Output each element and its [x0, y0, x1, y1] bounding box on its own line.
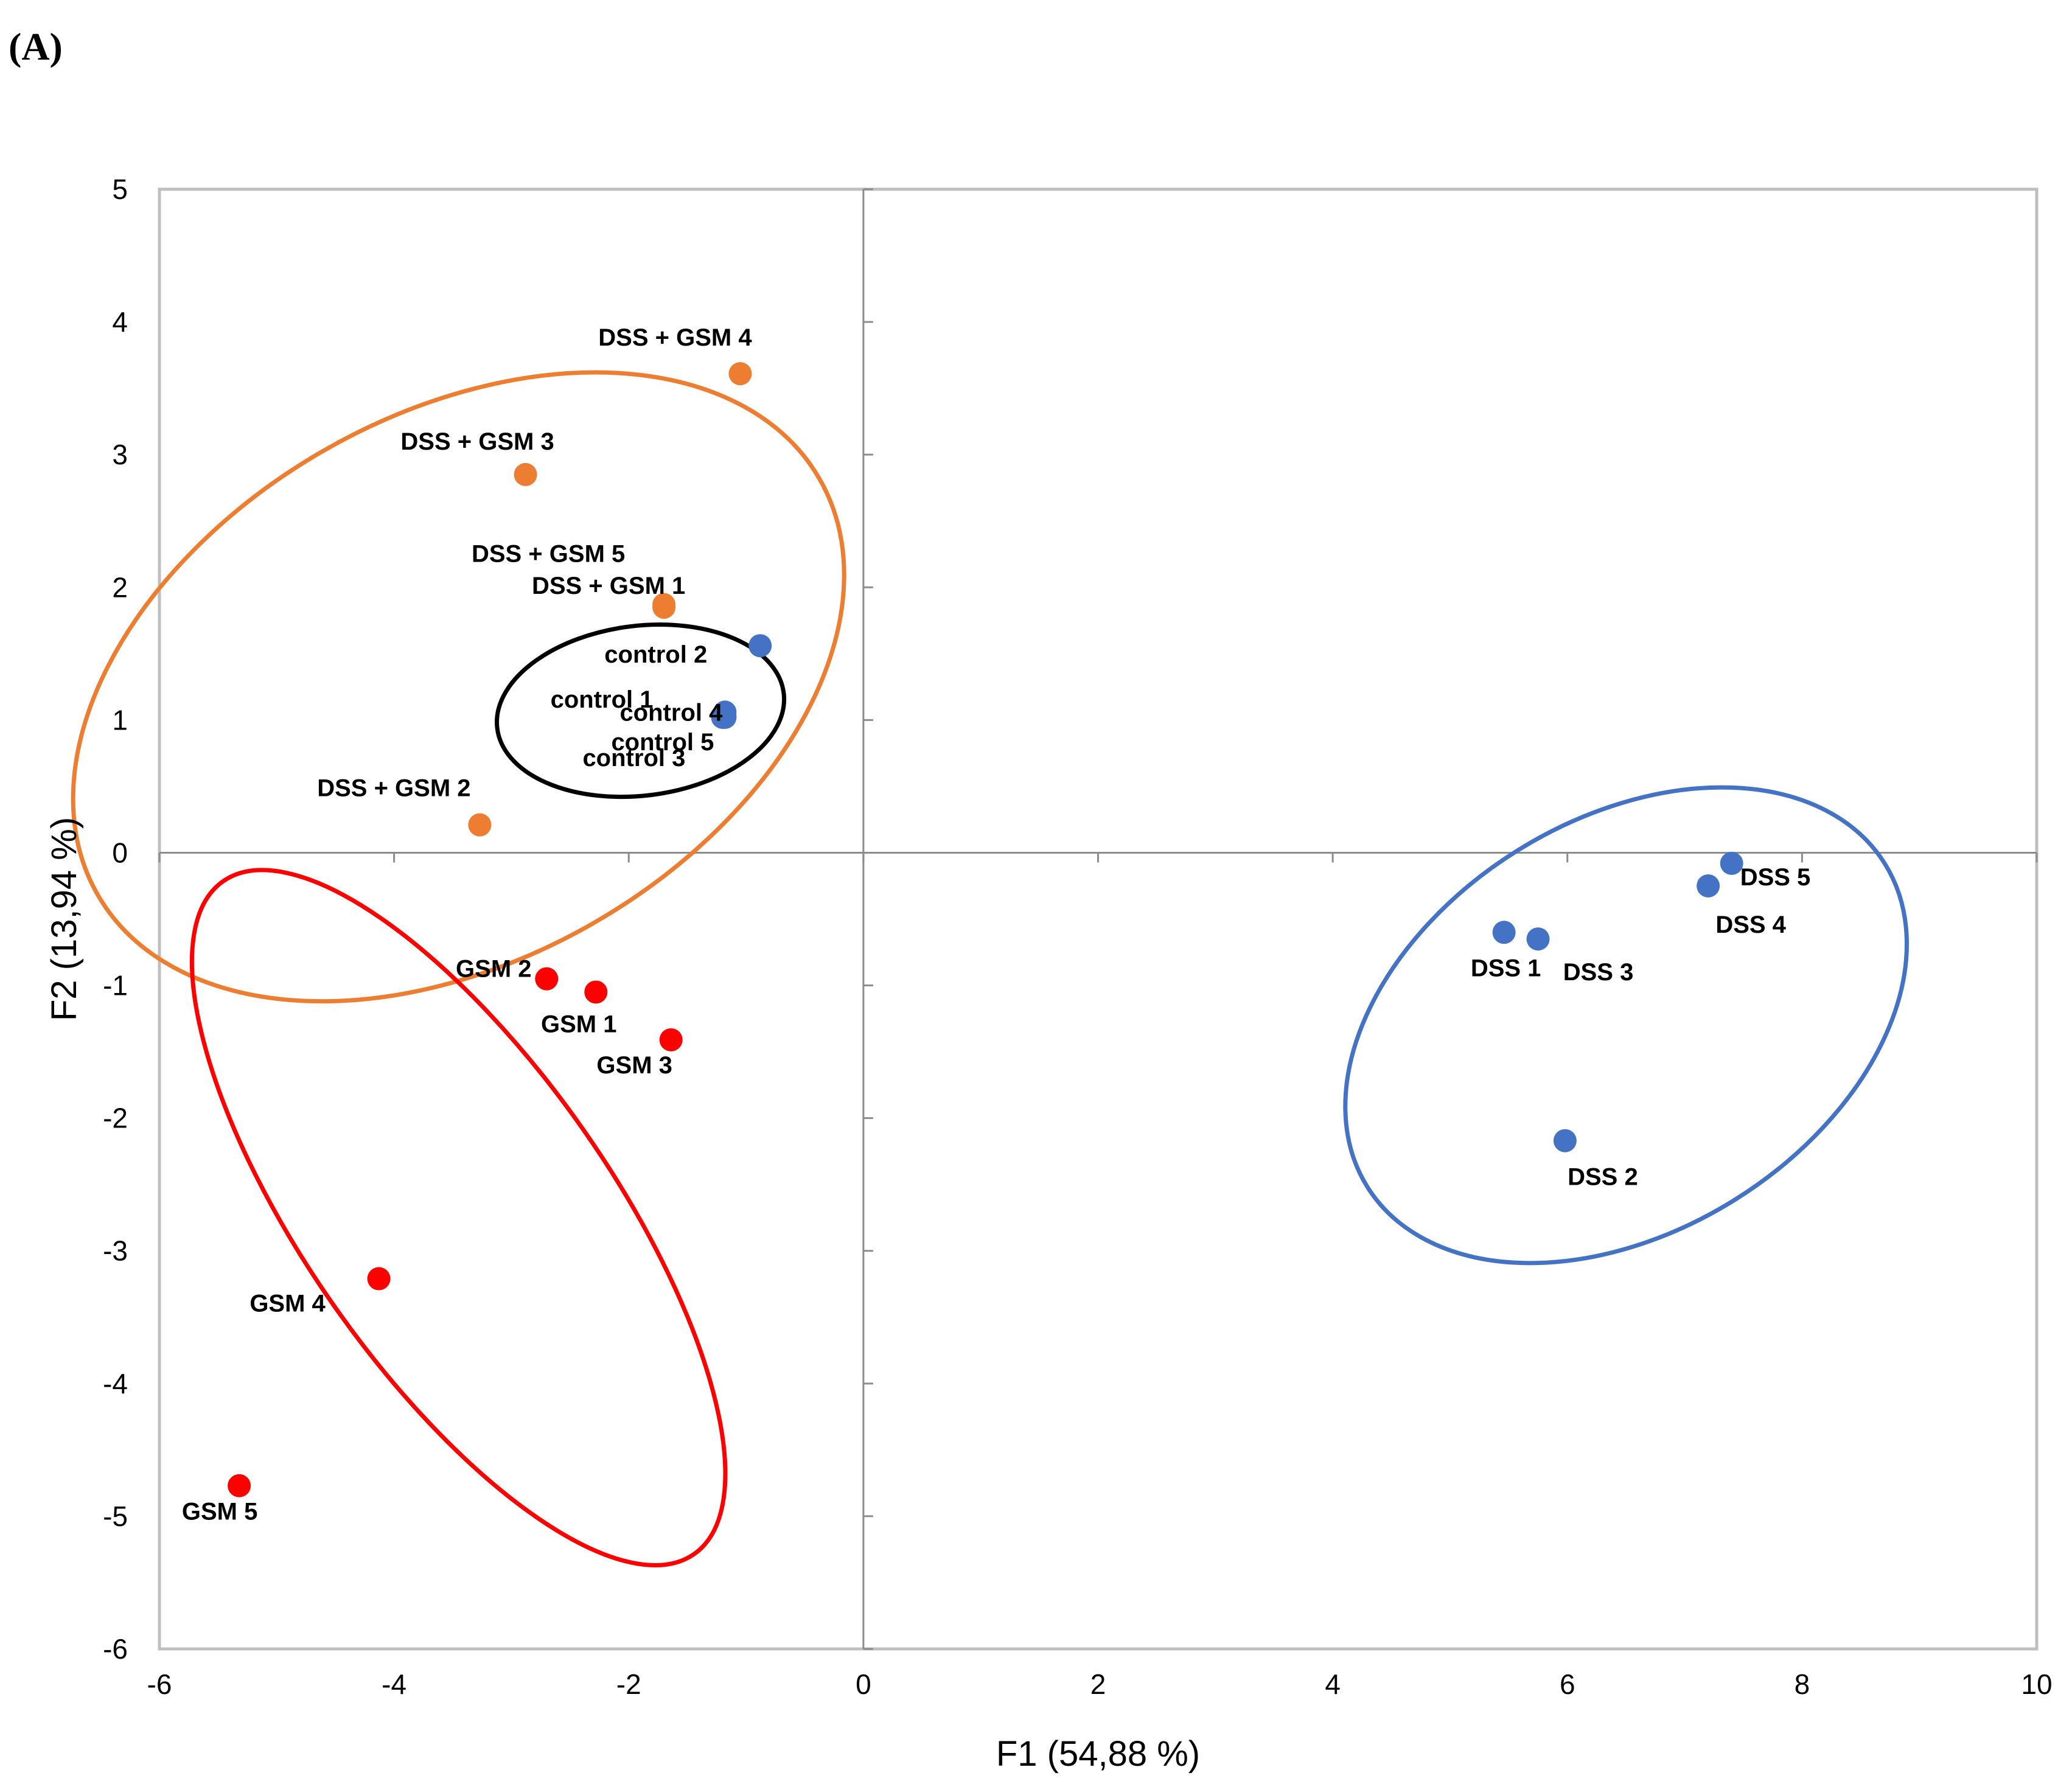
gsm-4-point [367, 1267, 391, 1291]
control-4-label: control 4 [619, 699, 723, 726]
y-tick-label: 5 [112, 173, 128, 205]
gsm-5-label: GSM 5 [182, 1499, 257, 1525]
y-tick-label: -5 [103, 1500, 128, 1532]
control-3-label: control 3 [582, 745, 685, 772]
dss-gsm-5-point [652, 593, 676, 616]
y-tick-label: -6 [103, 1633, 128, 1665]
control-5-label: control 5 [611, 729, 714, 756]
dss-gsm-2-label: DSS + GSM 2 [317, 775, 470, 802]
x-tick-label: 2 [1090, 1668, 1106, 1700]
y-tick-label: -3 [103, 1235, 128, 1267]
dss-1-point [1492, 921, 1516, 944]
x-tick-label: -2 [616, 1668, 641, 1700]
gsm-3-label: GSM 3 [596, 1052, 672, 1079]
x-tick-label: 6 [1560, 1668, 1575, 1700]
dss-5-point [1720, 851, 1743, 875]
group-ellipses [71, 370, 1909, 1567]
gsm-1-label: GSM 1 [541, 1011, 616, 1037]
data-points [228, 362, 1743, 1497]
dss-1-label: DSS 1 [1471, 955, 1541, 981]
control-2-point [748, 634, 772, 658]
y-tick-label: -4 [103, 1368, 128, 1399]
gsm-3-point [659, 1028, 683, 1051]
dss-gsm-4-label: DSS + GSM 4 [598, 324, 752, 351]
control-group-ellipse [495, 622, 787, 800]
y-tick-label: 4 [112, 306, 128, 338]
dss-5-label: DSS 5 [1740, 864, 1811, 891]
y-tick-label: 1 [112, 704, 128, 736]
zero-axis-lines [159, 189, 2037, 1649]
y-tick-label: 0 [112, 837, 128, 868]
x-tick-label: 10 [2021, 1668, 2052, 1700]
dss-gsm-2-point [468, 813, 492, 837]
gsm-5-point [228, 1474, 251, 1497]
control-1-label: control 1 [551, 686, 654, 713]
gsm-1-point [584, 980, 608, 1004]
y-tick-label: -2 [103, 1103, 128, 1134]
point-labels: DSS + GSM 1 DSS + GSM 2 DSS + GSM 3 DSS + G… [182, 324, 1810, 1525]
gsm-4-label: GSM 4 [249, 1291, 326, 1317]
x-axis-title: F1 (54,88 %) [996, 1734, 1200, 1774]
dss-gsm-5-label: DSS + GSM 5 [472, 541, 625, 568]
gsm-2-label: GSM 2 [456, 956, 531, 983]
y-tick-label: -1 [103, 970, 128, 1002]
dss-2-point [1553, 1129, 1577, 1152]
panel-label: (A) [9, 25, 63, 68]
y-tick-label: 3 [112, 439, 128, 470]
y-axis-title: F2 (13,94 %) [44, 817, 84, 1021]
dss-gsm-3-point [514, 462, 537, 486]
control-2-label: control 2 [604, 641, 707, 668]
dss-gsm-1-label: DSS + GSM 1 [532, 573, 685, 599]
x-tick-label: 8 [1795, 1668, 1810, 1700]
dss-4-point [1697, 874, 1720, 897]
dss-3-point [1526, 927, 1550, 951]
dss-gsm-group-ellipse [71, 370, 846, 1004]
x-tick-label: -4 [382, 1668, 406, 1700]
gsm-2-point [535, 967, 559, 991]
dss-gsm-3-label: DSS + GSM 3 [400, 428, 554, 455]
dss-2-label: DSS 2 [1568, 1164, 1638, 1191]
dss-4-label: DSS 4 [1715, 911, 1786, 938]
dss-3-label: DSS 3 [1563, 959, 1634, 986]
y-tick-label: 2 [112, 571, 128, 603]
gsm-group-ellipse [189, 868, 728, 1567]
control-5-point [713, 704, 737, 728]
x-tick-label: -6 [147, 1668, 172, 1700]
x-tick-label: 4 [1325, 1668, 1341, 1700]
plot-frame [158, 187, 2039, 1651]
x-tick-label: 0 [856, 1668, 871, 1700]
dss-gsm-4-point [728, 362, 752, 386]
dss-group-ellipse [1343, 785, 1909, 1266]
